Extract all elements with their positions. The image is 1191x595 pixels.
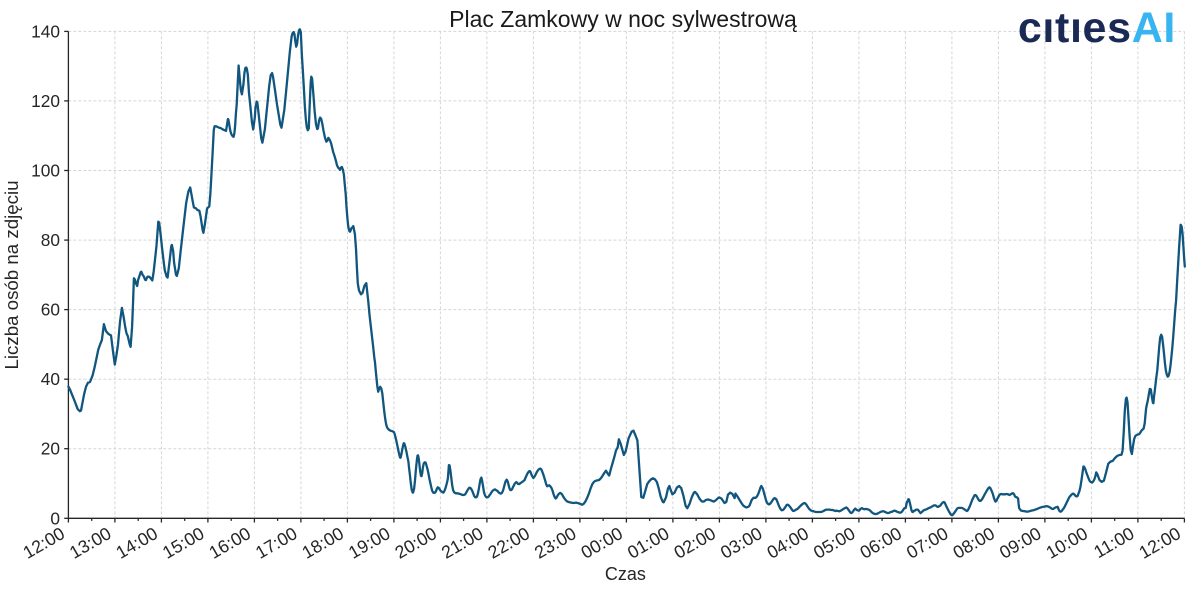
- svg-text:Czas: Czas: [605, 564, 646, 584]
- svg-text:80: 80: [41, 230, 60, 250]
- svg-text:Plac Zamkowy w noc sylwestrową: Plac Zamkowy w noc sylwestrową: [449, 6, 797, 32]
- svg-text:40: 40: [41, 369, 60, 389]
- svg-text:120: 120: [31, 91, 60, 111]
- svg-text:60: 60: [41, 300, 60, 320]
- svg-text:cıtıesAI: cıtıesAI: [1018, 4, 1176, 52]
- svg-text:20: 20: [41, 439, 60, 459]
- svg-text:140: 140: [31, 21, 60, 41]
- svg-text:Liczba osób na zdjęciu: Liczba osób na zdjęciu: [1, 180, 22, 369]
- svg-text:0: 0: [50, 508, 60, 528]
- svg-text:100: 100: [31, 161, 60, 181]
